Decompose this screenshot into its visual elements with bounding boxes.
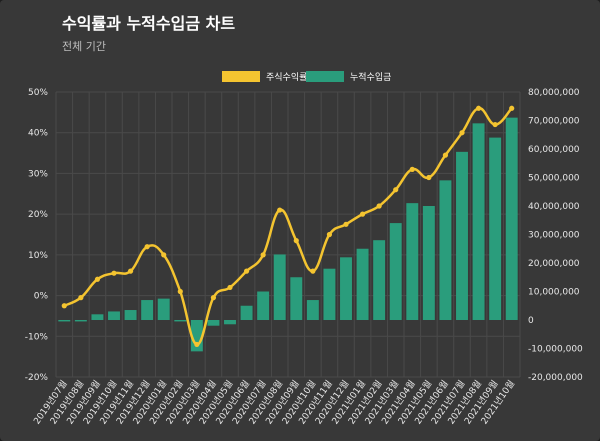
line-point	[442, 152, 449, 158]
line-point	[376, 203, 382, 209]
bar	[91, 314, 104, 320]
line-point	[310, 268, 316, 274]
line-point	[293, 238, 299, 244]
bar	[174, 320, 187, 322]
y-right-tick-label: 70,000,000	[528, 117, 580, 127]
line-point	[459, 130, 465, 136]
y-left-tick-label: 50%	[28, 88, 48, 98]
y-left-tick-label: 30%	[28, 169, 48, 179]
bar	[141, 300, 154, 320]
line-point	[144, 244, 150, 250]
line-point	[61, 303, 67, 309]
bar	[422, 206, 435, 320]
bar	[456, 151, 468, 320]
bar	[389, 223, 402, 320]
line-point	[227, 284, 233, 291]
bar	[356, 248, 369, 320]
y-right-tick-label: -10,000,000	[528, 345, 583, 355]
bar	[240, 305, 253, 320]
bar	[505, 117, 518, 321]
bar	[257, 291, 270, 320]
series-line	[63, 107, 513, 346]
line-point	[78, 295, 84, 301]
line-point	[326, 231, 333, 238]
bar	[439, 180, 452, 320]
bar	[58, 320, 71, 322]
bar	[489, 137, 502, 320]
line-point	[393, 187, 399, 193]
line-point	[127, 268, 134, 274]
y-left-tick-label: -20%	[25, 373, 49, 383]
y-right-tick-label: 60,000,000	[528, 145, 580, 155]
y-left-tick-label: 0%	[34, 292, 49, 302]
y-right-tick-label: 0	[528, 316, 534, 326]
y-left-tick-label: 40%	[28, 129, 48, 139]
line-point	[509, 105, 515, 111]
bar	[224, 320, 236, 325]
bar	[306, 300, 319, 320]
bar	[323, 268, 336, 320]
line-point	[94, 276, 101, 282]
bar	[273, 254, 286, 320]
line-point	[426, 174, 432, 181]
bar	[108, 311, 120, 320]
bar	[207, 320, 220, 326]
line-point	[111, 270, 117, 276]
y-right-tick-label: 20,000,000	[528, 259, 580, 269]
bar	[157, 298, 170, 320]
line-point	[409, 166, 415, 172]
y-left-tick-label: -10%	[25, 332, 49, 342]
legend-swatch-line	[222, 71, 260, 82]
y-left-tick-label: 10%	[28, 251, 48, 261]
chart-title: 수익률과 누적수입금 차트	[62, 14, 236, 33]
bar	[190, 320, 203, 352]
line-point	[260, 252, 266, 258]
y-right-tick-label: -20,000,000	[528, 373, 583, 383]
bar	[373, 240, 386, 320]
legend-swatch-bar	[306, 71, 344, 82]
bar	[340, 257, 352, 320]
y-right-tick-label: 30,000,000	[528, 231, 580, 241]
line-point	[492, 121, 498, 128]
line-point	[277, 207, 283, 213]
bar	[290, 277, 303, 320]
line-point	[194, 341, 200, 348]
bar	[74, 320, 87, 322]
line-point	[243, 268, 250, 274]
y-right-tick-label: 10,000,000	[528, 288, 580, 298]
y-right-tick-label: 80,000,000	[528, 88, 580, 98]
bar	[124, 310, 137, 320]
bar	[472, 123, 485, 320]
bar	[406, 203, 419, 320]
line-point	[210, 295, 217, 301]
line-point	[475, 105, 482, 111]
line-point	[343, 221, 349, 227]
y-right-tick-label: 40,000,000	[528, 202, 580, 212]
legend-label-line: 주식수익률	[266, 71, 307, 83]
y-left-tick-label: 20%	[28, 210, 48, 220]
y-right-tick-label: 50,000,000	[528, 174, 580, 184]
chart-subtitle: 전체 기간	[62, 40, 106, 53]
line-point	[161, 252, 167, 258]
legend-label-bar: 누적수입금	[350, 71, 391, 83]
line-point	[177, 288, 183, 295]
line-point	[359, 211, 366, 217]
